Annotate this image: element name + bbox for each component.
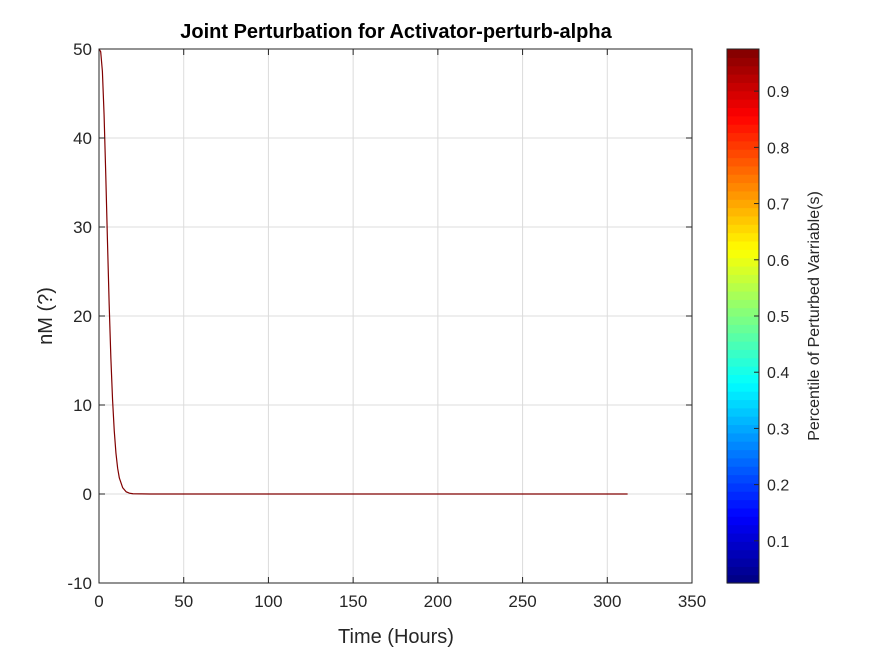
- colorbar-segment: [727, 115, 759, 125]
- colorbar-tick-label: 0.7: [767, 197, 789, 214]
- colorbar-segment: [727, 474, 759, 484]
- colorbar-segment: [727, 516, 759, 526]
- colorbar-segment: [727, 107, 759, 117]
- colorbar-label: Percentile of Perturbed Varriable(s): [806, 191, 823, 441]
- colorbar-segment: [727, 57, 759, 67]
- colorbar-segment: [727, 316, 759, 325]
- colorbar-segment: [727, 257, 759, 267]
- colorbar-tick-label: 0.9: [767, 84, 789, 101]
- colorbar-segment: [727, 524, 759, 534]
- colorbar-segment: [727, 149, 759, 159]
- colorbar-segment: [727, 441, 759, 451]
- colorbar-segment: [727, 332, 759, 342]
- colorbar-segment: [727, 190, 759, 200]
- x-tick-label: 350: [678, 592, 706, 611]
- x-tick-label: 300: [593, 592, 621, 611]
- colorbar-segment: [727, 466, 759, 476]
- colorbar-segment: [727, 349, 759, 359]
- grid-layer: [99, 49, 692, 583]
- y-tick-label: -10: [67, 574, 92, 593]
- series-line: [98, 48, 628, 495]
- colorbar-tick-label: 0.2: [767, 478, 789, 495]
- colorbar-segment: [727, 566, 759, 576]
- y-tick-label: 0: [83, 485, 92, 504]
- colorbar-segment: [727, 574, 759, 584]
- colorbar-tick-label: 0.1: [767, 534, 789, 551]
- x-tick-label: 150: [339, 592, 367, 611]
- y-tick-label: 30: [73, 218, 92, 237]
- colorbar-segment: [727, 557, 759, 567]
- y-axis-label: nM (?): [35, 287, 57, 345]
- colorbar-segment: [727, 366, 759, 376]
- chart-title: Joint Perturbation for Activator-perturb…: [180, 21, 612, 43]
- colorbar-segment: [727, 165, 759, 175]
- colorbar-segment: [727, 265, 759, 275]
- colorbar-segment: [727, 374, 759, 384]
- colorbar-segment: [727, 124, 759, 134]
- colorbar-segment: [727, 99, 759, 109]
- colorbar-segment: [727, 207, 759, 217]
- colorbar-segment: [727, 49, 759, 58]
- y-tick-label: 20: [73, 307, 92, 326]
- x-tick-label: 100: [254, 592, 282, 611]
- colorbar-segment: [727, 399, 759, 409]
- colorbar-segment: [727, 541, 759, 551]
- series-layer: [98, 48, 628, 495]
- colorbar-tick-label: 0.5: [767, 309, 789, 326]
- colorbar-segment: [727, 432, 759, 442]
- colorbar-segment: [727, 299, 759, 309]
- colorbar-segment: [727, 74, 759, 83]
- colorbar-segment: [727, 90, 759, 100]
- colorbar-segment: [727, 232, 759, 242]
- y-tick-label: 40: [73, 129, 92, 148]
- x-tick-label: 200: [424, 592, 452, 611]
- colorbar-segment: [727, 157, 759, 167]
- x-tick-label: 250: [508, 592, 536, 611]
- y-tick-label: 50: [73, 40, 92, 59]
- colorbar-segment: [727, 140, 759, 150]
- y-tick-label: 10: [73, 396, 92, 415]
- colorbar-segment: [727, 482, 759, 492]
- colorbar-segment: [727, 382, 759, 392]
- colorbar-segment: [727, 290, 759, 300]
- colorbar-tick-label: 0.6: [767, 253, 789, 270]
- colorbar-tick-label: 0.3: [767, 421, 789, 438]
- colorbar-segment: [727, 65, 759, 75]
- colorbar-segment: [727, 274, 759, 284]
- colorbar-segment: [727, 491, 759, 501]
- colorbar-segment: [727, 132, 759, 142]
- colorbar-segment: [727, 532, 759, 542]
- colorbar-segment: [727, 424, 759, 434]
- colorbar-segment: [727, 499, 759, 509]
- colorbar-tick-label: 0.4: [767, 365, 789, 382]
- colorbar-segment: [727, 82, 759, 92]
- colorbar-segment: [727, 391, 759, 401]
- colorbar-segment: [727, 357, 759, 367]
- x-tick-label: 50: [174, 592, 193, 611]
- colorbar-segment: [727, 341, 759, 350]
- colorbar-segment: [727, 549, 759, 559]
- colorbar-segment: [727, 507, 759, 517]
- colorbar-segment: [727, 449, 759, 459]
- colorbar-segment: [727, 240, 759, 250]
- colorbar-segment: [727, 174, 759, 184]
- colorbar-segment: [727, 324, 759, 334]
- colorbar-segment: [727, 457, 759, 467]
- colorbar-segment: [727, 215, 759, 225]
- colorbar-segment: [727, 224, 759, 234]
- colorbar-segment: [727, 307, 759, 317]
- colorbar-segment: [727, 182, 759, 192]
- colorbar-tick-label: 0.8: [767, 140, 789, 157]
- x-tick-label: 0: [94, 592, 103, 611]
- colorbar-segment: [727, 407, 759, 417]
- colorbar: 0.1 0.2 0.3 0.4 0.5 0.6 0.7 0.8 0.9: [726, 48, 789, 584]
- colorbar-segment: [727, 282, 759, 292]
- colorbar-segment: [727, 199, 759, 209]
- x-axis-label: Time (Hours): [338, 626, 454, 648]
- colorbar-segment: [727, 249, 759, 259]
- colorbar-segment: [727, 416, 759, 426]
